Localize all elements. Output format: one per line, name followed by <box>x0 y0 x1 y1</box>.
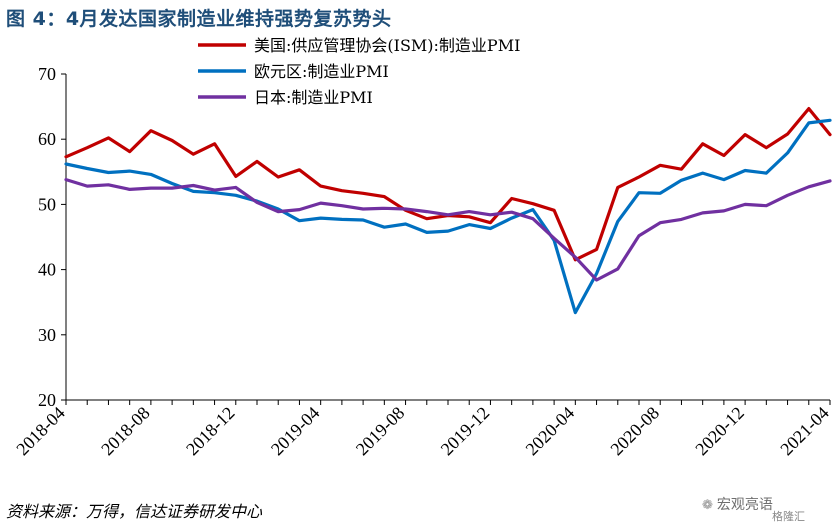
legend-label-3: 日本:制造业PMI <box>254 88 373 107</box>
legend-label-1: 美国:供应管理协会(ISM):制造业PMI <box>254 36 520 55</box>
x-tick-label: 2019-08 <box>352 403 409 460</box>
x-tick-label: 2020-04 <box>522 403 579 460</box>
series-line-2 <box>64 118 832 315</box>
x-tick-label: 2020-12 <box>691 403 748 460</box>
series-line-1 <box>64 106 832 262</box>
y-tick-label: 20 <box>38 390 56 410</box>
series-line-3 <box>64 178 832 282</box>
x-tick-label: 2019-04 <box>267 403 324 460</box>
x-tick-label: 2019-12 <box>437 403 494 460</box>
x-tick-label: 2018-08 <box>97 403 154 460</box>
legend-label-2: 欧元区:制造业PMI <box>254 62 389 81</box>
source-note: 资料来源：万得，信达证券研发中心 <box>6 502 263 521</box>
watermark: ❁ 宏观亮语 <box>702 494 773 514</box>
chart-title: 图 4：4月发达国家制造业维持强势复苏势头 <box>6 8 392 30</box>
y-tick-label: 70 <box>38 64 56 84</box>
watermark-brand: 格隆汇 <box>772 510 805 523</box>
y-tick-label: 60 <box>38 129 56 149</box>
y-tick-label: 40 <box>38 260 56 280</box>
x-tick-label: 2021-04 <box>776 403 833 460</box>
y-tick-label: 50 <box>38 194 56 214</box>
watermark-text: 宏观亮语 <box>716 497 773 513</box>
x-tick-label: 2020-08 <box>606 403 663 460</box>
wechat-icon: ❁ <box>702 498 713 513</box>
x-tick-label: 2018-04 <box>12 403 69 460</box>
axes: 20 30 40 50 60 70 2018-04 2018-08 2018-12 2019-04… <box>12 64 833 459</box>
y-tick-label: 30 <box>38 325 56 345</box>
legend: 美国:供应管理协会(ISM):制造业PMI 欧元区:制造业PMI 日本:制造业PMI <box>198 36 520 107</box>
series-lines <box>64 106 832 315</box>
x-tick-label: 2018-12 <box>182 403 239 460</box>
